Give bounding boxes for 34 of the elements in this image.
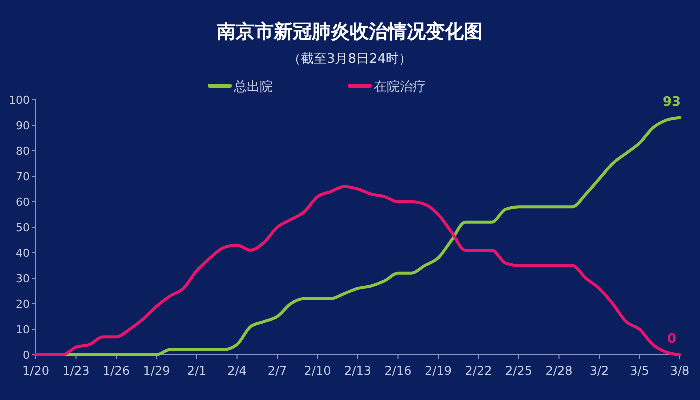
y-tick-label: 90 — [16, 120, 30, 132]
y-tick-label: 0 — [23, 349, 30, 362]
x-tick-label: 2/19 — [425, 364, 452, 378]
y-tick-label: 70 — [16, 170, 30, 184]
y-tick-label: 60 — [16, 196, 30, 209]
legend-label: 总出院 — [233, 80, 273, 95]
x-tick-label: 2/1 — [187, 364, 207, 378]
chart-title: 南京市新冠肺炎收治情况变化图 — [216, 21, 483, 43]
x-tick-label: 1/29 — [143, 364, 170, 378]
x-tick-label: 2/28 — [546, 364, 573, 378]
y-tick-label: 20 — [16, 298, 30, 311]
data-label: 93 — [662, 94, 682, 110]
x-tick-label: 2/10 — [304, 364, 332, 378]
chart-subtitle: （截至3月8日24时） — [288, 52, 412, 67]
x-tick-label: 2/22 — [465, 364, 492, 378]
x-tick-label: 2/25 — [506, 364, 532, 378]
x-tick-label: 1/23 — [62, 364, 90, 378]
x-tick-label: 2/4 — [228, 364, 247, 378]
y-tick-label: 40 — [16, 247, 30, 260]
x-tick-label: 3/2 — [590, 364, 610, 378]
y-tick-label: 10 — [16, 324, 30, 336]
y-tick-label: 80 — [16, 145, 30, 158]
x-tick-label: 1/20 — [22, 364, 50, 378]
x-tick-label: 2/16 — [384, 364, 412, 378]
y-tick-label: 100 — [9, 94, 30, 107]
data-label: 0 — [667, 332, 677, 347]
y-tick-label: 50 — [16, 222, 30, 234]
x-tick-label: 1/26 — [103, 364, 130, 378]
x-tick-label: 2/7 — [268, 364, 288, 378]
x-tick-label: 3/8 — [670, 364, 690, 378]
legend-label: 在院治疗 — [374, 80, 426, 95]
y-tick-label: 30 — [16, 272, 30, 286]
x-tick-label: 2/13 — [344, 364, 372, 378]
x-tick-label: 3/5 — [630, 364, 650, 378]
